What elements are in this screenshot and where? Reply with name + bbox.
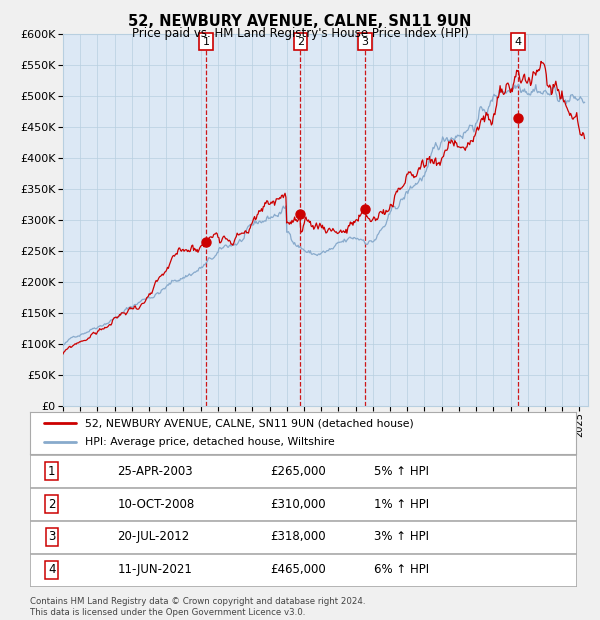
Text: 1: 1 — [203, 37, 209, 46]
Text: HPI: Average price, detached house, Wiltshire: HPI: Average price, detached house, Wilt… — [85, 438, 334, 448]
Text: £318,000: £318,000 — [270, 531, 326, 543]
Text: £465,000: £465,000 — [270, 564, 326, 576]
Text: 4: 4 — [515, 37, 521, 46]
Text: £265,000: £265,000 — [270, 465, 326, 477]
Text: 25-APR-2003: 25-APR-2003 — [118, 465, 193, 477]
Text: 3% ↑ HPI: 3% ↑ HPI — [374, 531, 429, 543]
Text: 3: 3 — [48, 531, 56, 543]
Text: 2: 2 — [296, 37, 304, 46]
Text: 52, NEWBURY AVENUE, CALNE, SN11 9UN: 52, NEWBURY AVENUE, CALNE, SN11 9UN — [128, 14, 472, 29]
Text: 11-JUN-2021: 11-JUN-2021 — [118, 564, 192, 576]
Text: 3: 3 — [362, 37, 368, 46]
Text: 52, NEWBURY AVENUE, CALNE, SN11 9UN (detached house): 52, NEWBURY AVENUE, CALNE, SN11 9UN (det… — [85, 418, 413, 428]
Text: 1: 1 — [48, 465, 56, 477]
Text: 10-OCT-2008: 10-OCT-2008 — [118, 498, 194, 510]
Text: 1% ↑ HPI: 1% ↑ HPI — [374, 498, 429, 510]
Text: 6% ↑ HPI: 6% ↑ HPI — [374, 564, 429, 576]
Text: Contains HM Land Registry data © Crown copyright and database right 2024.
This d: Contains HM Land Registry data © Crown c… — [30, 598, 365, 617]
Text: Price paid vs. HM Land Registry's House Price Index (HPI): Price paid vs. HM Land Registry's House … — [131, 27, 469, 40]
Text: £310,000: £310,000 — [270, 498, 326, 510]
Text: 2: 2 — [48, 498, 56, 510]
Text: 20-JUL-2012: 20-JUL-2012 — [118, 531, 190, 543]
Text: 5% ↑ HPI: 5% ↑ HPI — [374, 465, 429, 477]
Text: 4: 4 — [48, 564, 56, 576]
